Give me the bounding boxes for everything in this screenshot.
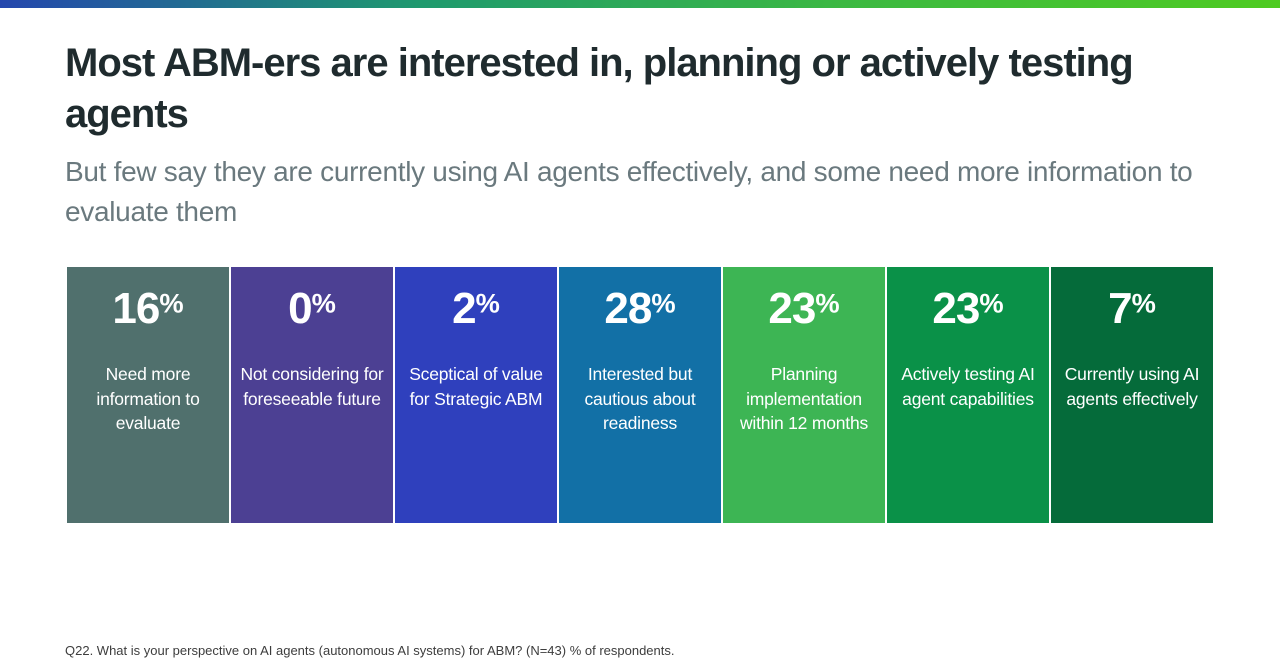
segment-label: Need more information to evaluate — [96, 363, 200, 434]
percent-unit: % — [475, 287, 500, 319]
percent-unit: % — [815, 287, 840, 319]
segment-label: Actively testing AI agent capabilities — [901, 363, 1035, 409]
percent-value: 16% — [112, 284, 184, 333]
percent-value: 7% — [1108, 284, 1156, 333]
segment-interested-cautious: 28% Interested but cautious about readin… — [559, 267, 721, 523]
segment-label: Currently using AI agents effectively — [1064, 363, 1200, 409]
segment-currently-using: 7% Currently using AI agents effectively — [1051, 267, 1213, 523]
segment-actively-testing: 23% Actively testing AI agent capabiliti… — [887, 267, 1049, 523]
percent-value: 23% — [768, 284, 840, 333]
percent-unit: % — [651, 287, 676, 319]
percent-value: 28% — [604, 284, 676, 333]
segment-sceptical: 2% Sceptical of value for Strategic ABM — [395, 267, 557, 523]
percent-unit: % — [311, 287, 336, 319]
segment-planning-implementation: 23% Planning implementation within 12 mo… — [723, 267, 885, 523]
segment-need-more-information: 16% Need more information to evaluate — [67, 267, 229, 523]
percent-value: 2% — [452, 284, 500, 333]
segment-not-considering: 0% Not considering for foreseeable futur… — [231, 267, 393, 523]
slide-subtitle: But few say they are currently using AI … — [65, 156, 1193, 227]
slide-title: Most ABM-ers are interested in, planning… — [65, 41, 1134, 137]
segment-label: Not considering for foreseeable future — [240, 363, 384, 409]
segment-label: Planning implementation within 12 months — [739, 363, 869, 434]
percent-unit: % — [1131, 287, 1156, 319]
segment-label: Interested but cautious about readiness — [584, 363, 696, 434]
footnote: Q22. What is your perspective on AI agen… — [65, 643, 675, 658]
percent-unit: % — [159, 287, 184, 319]
percent-unit: % — [979, 287, 1004, 319]
percent-value: 0% — [288, 284, 336, 333]
segment-label: Sceptical of value for Strategic ABM — [409, 363, 543, 409]
accent-gradient-bar — [0, 0, 1280, 8]
percent-value: 23% — [932, 284, 1004, 333]
percent-band: 16% Need more information to evaluate 0%… — [67, 267, 1213, 523]
